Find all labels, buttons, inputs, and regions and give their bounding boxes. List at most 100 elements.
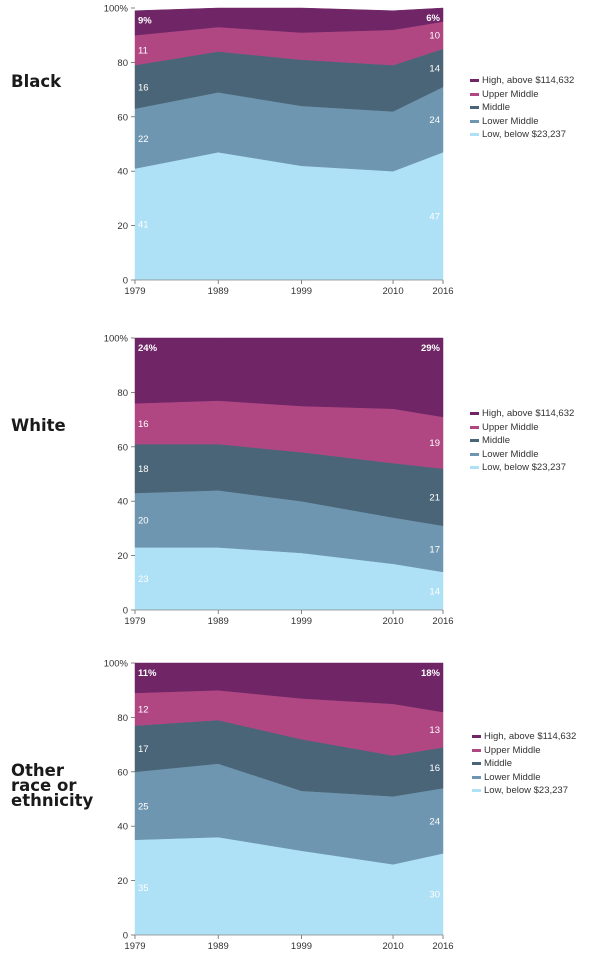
y-tick-label: 60: [117, 112, 128, 123]
legend-swatch: [472, 735, 481, 739]
legend-label: Middle: [482, 102, 510, 114]
legend-swatch: [472, 775, 481, 779]
data-label-start: 20: [138, 516, 149, 527]
x-tick-label: 1989: [208, 616, 229, 627]
y-tick-label: 0: [123, 931, 128, 942]
legend: High, above $114,632 Upper Middle Middle…: [472, 730, 576, 798]
y-tick-label: 20: [117, 551, 128, 562]
legend-label: High, above $114,632: [484, 731, 577, 743]
area-series-high: [134, 662, 444, 713]
legend-swatch: [470, 119, 479, 123]
legend-item-middle: Middle: [470, 434, 574, 448]
data-label-start: 18: [138, 464, 149, 475]
group-title-line: ethnicity: [11, 791, 94, 810]
data-label-start: 24%: [138, 343, 158, 354]
legend-label: Low, below $23,237: [482, 129, 566, 141]
legend-label: Lower Middle: [484, 771, 541, 783]
x-tick-label: 2016: [432, 616, 453, 627]
group-title-line: race or: [11, 776, 77, 795]
data-label-start: 9%: [138, 16, 152, 27]
data-label-end: 16: [429, 763, 440, 774]
y-tick-label: 20: [117, 876, 128, 887]
data-label-end: 47: [429, 212, 440, 223]
data-label-end: 13: [429, 725, 440, 736]
legend-label: Upper Middle: [482, 88, 539, 100]
data-label-end: 24: [429, 816, 440, 827]
legend-item-upper-middle: Upper Middle: [472, 744, 576, 758]
x-tick-label: 1979: [124, 941, 145, 952]
x-tick-label: 2010: [382, 941, 403, 952]
data-label-end: 19: [429, 438, 440, 449]
data-label-end: 29%: [421, 343, 441, 354]
y-tick-label: 80: [117, 58, 128, 69]
chart-panel-other: Other race or ethnicity 0 20 40 60 80 100% 197…: [0, 655, 599, 955]
y-tick-label: 80: [117, 713, 128, 724]
x-tick-label: 1979: [124, 616, 145, 627]
data-label-end: 14: [429, 63, 440, 74]
legend-swatch: [470, 92, 479, 96]
x-tick-label: 1989: [208, 941, 229, 952]
data-label-start: 11%: [138, 668, 157, 679]
area-chart: 0 20 40 60 80 100% 1979 1989 1999 2010 2016 35 30 25 2…: [104, 659, 454, 953]
legend-swatch: [470, 466, 479, 470]
legend-item-upper-middle: Upper Middle: [470, 421, 574, 435]
legend-label: High, above $114,632: [482, 75, 575, 87]
data-label-start: 11: [138, 46, 148, 57]
legend-label: Upper Middle: [482, 421, 539, 433]
legend-label: Lower Middle: [482, 115, 539, 127]
legend-swatch: [472, 789, 481, 793]
chart-panel-white: White 0 20 40 60 80 100% 1979 1989 1999 2010 2016 2…: [0, 330, 599, 630]
y-tick-label: 0: [123, 606, 128, 617]
area-series-high: [134, 337, 444, 418]
x-tick-label: 2016: [432, 286, 453, 297]
legend-label: Middle: [484, 758, 512, 770]
data-label-start: 16: [138, 419, 149, 430]
data-label-start: 35: [138, 883, 149, 894]
data-label-end: 30: [429, 890, 440, 901]
area-series-high: [134, 7, 444, 36]
y-tick-label: 40: [117, 497, 128, 508]
legend-label: Middle: [482, 435, 510, 447]
data-label-end: 10: [429, 31, 440, 42]
y-tick-label: 80: [117, 388, 128, 399]
y-tick-label: 40: [117, 167, 128, 178]
y-tick-label: 20: [117, 221, 128, 232]
y-tick-label: 0: [123, 276, 128, 287]
legend-item-low: Low, below $23,237: [470, 128, 574, 142]
legend-item-upper-middle: Upper Middle: [470, 88, 574, 102]
y-tick-label: 100%: [104, 334, 129, 345]
group-title-line: Other: [11, 761, 64, 780]
legend-item-high: High, above $114,632: [472, 730, 576, 744]
legend-label: Lower Middle: [482, 448, 539, 460]
y-tick-label: 60: [117, 767, 128, 778]
y-tick-label: 100%: [104, 4, 129, 15]
legend-item-lower-middle: Lower Middle: [470, 448, 574, 462]
x-tick-label: 1989: [208, 286, 229, 297]
group-title: Other race or ethnicity: [11, 761, 94, 810]
legend-item-middle: Middle: [470, 101, 574, 115]
data-label-end: 14: [429, 586, 440, 597]
data-label-end: 24: [429, 115, 440, 126]
legend-item-lower-middle: Lower Middle: [472, 771, 576, 785]
legend-swatch: [470, 412, 479, 416]
data-label-start: 41: [138, 220, 149, 231]
x-tick-label: 2010: [382, 616, 403, 627]
data-label-end: 17: [429, 544, 440, 555]
group-title: Black: [11, 72, 62, 91]
x-tick-label: 1999: [291, 286, 312, 297]
legend-swatch: [472, 762, 481, 766]
chart-panel-black: Black 0 20 40 60 80 100% 1979 1989 1999 2010 2016 4…: [0, 0, 599, 300]
y-tick-label: 40: [117, 822, 128, 833]
legend-item-lower-middle: Lower Middle: [470, 115, 574, 129]
legend-swatch: [470, 439, 479, 443]
data-label-start: 16: [138, 82, 149, 93]
legend-label: Upper Middle: [484, 744, 541, 756]
legend-label: High, above $114,632: [482, 408, 575, 420]
legend-swatch: [470, 133, 479, 137]
group-title-line: Black: [11, 72, 62, 91]
data-label-start: 22: [138, 134, 149, 145]
legend-label: Low, below $23,237: [484, 785, 568, 797]
y-tick-label: 60: [117, 442, 128, 453]
legend-item-low: Low, below $23,237: [472, 784, 576, 798]
